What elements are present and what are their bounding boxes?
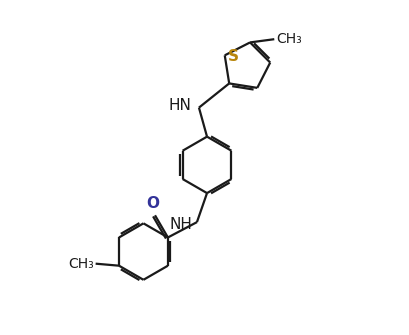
Text: O: O (146, 196, 159, 211)
Text: S: S (227, 49, 238, 64)
Text: CH₃: CH₃ (68, 257, 94, 271)
Text: NH: NH (169, 217, 192, 232)
Text: CH₃: CH₃ (275, 32, 301, 46)
Text: HN: HN (169, 98, 191, 113)
